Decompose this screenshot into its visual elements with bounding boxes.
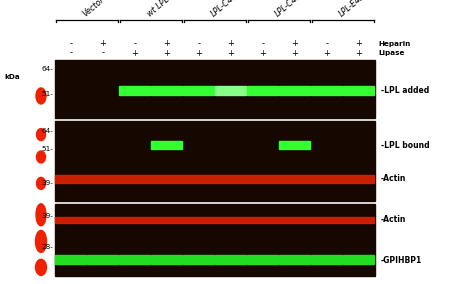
Text: 51-: 51- [41,146,53,152]
Text: +: + [292,39,299,49]
Text: +: + [356,39,363,49]
Text: -: - [101,49,104,57]
Bar [152,141,182,149]
Text: -: - [326,39,328,49]
Bar [152,86,182,95]
Text: -LPL added: -LPL added [381,86,429,95]
Text: -LPL bound: -LPL bound [381,141,429,149]
Text: +: + [132,49,138,57]
Text: +: + [260,49,266,57]
Text: LPL-C438A: LPL-C438A [273,0,311,19]
Bar [280,141,310,149]
Bar [55,217,374,223]
Ellipse shape [36,259,46,275]
Bar [216,255,246,264]
Bar [55,121,375,201]
Text: +: + [228,39,235,49]
Ellipse shape [36,230,46,252]
Ellipse shape [36,129,46,141]
Text: -Actin: -Actin [381,215,406,224]
Text: -: - [262,39,264,49]
Text: +: + [356,49,363,57]
Text: Lipase: Lipase [378,50,404,56]
Bar [183,255,215,264]
Bar [344,255,374,264]
Ellipse shape [36,178,46,189]
Text: 51-: 51- [41,91,53,97]
Bar [55,175,374,183]
Bar [183,86,215,95]
Bar [311,86,343,95]
Bar [280,86,310,95]
Text: LPL-E421K: LPL-E421K [337,0,375,19]
Bar [119,86,151,95]
Text: Heparin: Heparin [378,41,410,47]
Text: kDa: kDa [4,74,20,80]
Text: Vector: Vector [81,0,107,19]
Bar [55,60,375,118]
Bar [152,255,182,264]
Bar [55,204,375,276]
Bar [247,255,279,264]
Bar [280,255,310,264]
Text: -GPIHBP1: -GPIHBP1 [381,256,422,265]
Text: LPL-C418Y: LPL-C418Y [209,0,247,19]
Text: 39-: 39- [41,213,53,219]
Bar [247,86,279,95]
Ellipse shape [36,151,46,163]
Text: -: - [70,49,73,57]
Bar [311,255,343,264]
Ellipse shape [36,88,46,104]
Text: -: - [134,39,137,49]
Ellipse shape [36,204,46,226]
Text: +: + [228,49,235,57]
Text: +: + [196,49,202,57]
Text: 28-: 28- [41,244,53,250]
Text: wt LPL: wt LPL [145,0,171,19]
Bar [216,86,246,95]
Bar [88,255,118,264]
Text: -: - [198,39,201,49]
Text: 64-: 64- [41,128,53,133]
Text: -Actin: -Actin [381,174,406,183]
Text: +: + [324,49,330,57]
Text: 39-: 39- [41,179,53,186]
Bar [119,255,151,264]
Text: +: + [100,39,107,49]
Text: +: + [164,39,171,49]
Text: +: + [164,49,171,57]
Text: 64-: 64- [41,66,53,72]
Bar [55,255,86,264]
Text: -: - [70,39,73,49]
Text: +: + [292,49,299,57]
Bar [344,86,374,95]
